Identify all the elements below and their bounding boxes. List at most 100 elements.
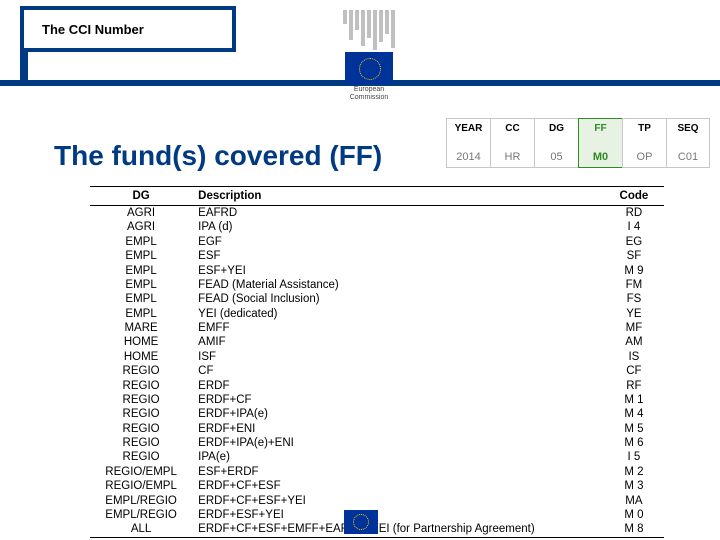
cell-dg: REGIO — [90, 393, 192, 407]
cell-description: AMIF — [192, 335, 604, 349]
table-row: EMPLEGFEG — [90, 235, 664, 249]
col-header-dg: DG — [90, 187, 192, 206]
main-title-text: The fund(s) covered (FF) — [54, 140, 382, 171]
table-row: REGIO/EMPLESF+ERDFM 2 — [90, 465, 664, 479]
ec-logo-caption: European Commission — [330, 86, 408, 101]
cell-description: ERDF+CF+ESF+YEI — [192, 494, 604, 508]
main-title: The fund(s) covered (FF) — [54, 140, 382, 172]
footer-eu-flag-icon — [344, 510, 378, 534]
funds-table-wrap: DG Description Code AGRIEAFRDRDAGRIIPA (… — [90, 186, 664, 538]
tab-connector — [20, 48, 28, 86]
cell-dg: EMPL — [90, 264, 192, 278]
cell-code: I 4 — [604, 220, 664, 234]
spec-value: 05 — [550, 151, 562, 163]
cell-description: ESF+YEI — [192, 264, 604, 278]
cell-dg: REGIO — [90, 436, 192, 450]
cell-dg: REGIO/EMPL — [90, 479, 192, 493]
cell-dg: EMPL — [90, 278, 192, 292]
spec-col-ff: FF M0 — [578, 118, 622, 168]
cell-description: IPA (d) — [192, 220, 604, 234]
table-row: EMPLYEI (dedicated)YE — [90, 307, 664, 321]
cell-dg: HOME — [90, 350, 192, 364]
table-row: EMPLFEAD (Social Inclusion)FS — [90, 292, 664, 306]
spec-col-year: YEAR2014 — [446, 118, 490, 168]
table-row: REGIOERDF+ENIM 5 — [90, 422, 664, 436]
table-row: REGIOERDF+CFM 1 — [90, 393, 664, 407]
eu-flag-icon — [345, 52, 393, 84]
table-row: EMPL/REGIOERDF+CF+ESF+YEIMA — [90, 494, 664, 508]
table-header-row: DG Description Code — [90, 187, 664, 206]
cell-code: M 2 — [604, 465, 664, 479]
cell-code: FS — [604, 292, 664, 306]
table-row: EMPLESFSF — [90, 249, 664, 263]
cell-description: CF — [192, 364, 604, 378]
col-header-code: Code — [604, 187, 664, 206]
cell-code: IS — [604, 350, 664, 364]
spec-label: YEAR — [455, 123, 483, 134]
cell-description: EAFRD — [192, 206, 604, 221]
spec-col-tp: TPOP — [622, 118, 666, 168]
cell-description: ERDF+CF — [192, 393, 604, 407]
table-row: REGIOCFCF — [90, 364, 664, 378]
cell-code: RD — [604, 206, 664, 221]
table-row: REGIOERDF+IPA(e)M 4 — [90, 407, 664, 421]
cell-code: M 8 — [604, 522, 664, 537]
spec-label: FF — [594, 123, 606, 134]
table-row: AGRIIPA (d)I 4 — [90, 220, 664, 234]
cell-dg: REGIO/EMPL — [90, 465, 192, 479]
cell-description: FEAD (Material Assistance) — [192, 278, 604, 292]
cell-description: ERDF+CF+ESF — [192, 479, 604, 493]
cell-description: YEI (dedicated) — [192, 307, 604, 321]
cell-code: M 5 — [604, 422, 664, 436]
table-row: EMPLFEAD (Material Assistance)FM — [90, 278, 664, 292]
table-row: HOMEAMIFAM — [90, 335, 664, 349]
cell-description: ERDF+CF+ESF+EMFF+EAFRD+YEI (for Partners… — [192, 522, 604, 537]
cell-dg: REGIO — [90, 407, 192, 421]
cell-code: FM — [604, 278, 664, 292]
spec-label: CC — [505, 123, 519, 134]
cell-code: M 0 — [604, 508, 664, 522]
cell-dg: EMPL — [90, 249, 192, 263]
table-row: REGIOERDFRF — [90, 379, 664, 393]
funds-table: DG Description Code AGRIEAFRDRDAGRIIPA (… — [90, 186, 664, 538]
spec-value: HR — [505, 151, 521, 163]
ec-logo-line1: European — [354, 86, 384, 93]
cell-code: EG — [604, 235, 664, 249]
cell-description: ERDF+IPA(e) — [192, 407, 604, 421]
cell-dg: ALL — [90, 522, 192, 537]
cell-description: ESF — [192, 249, 604, 263]
spec-col-cc: CC HR — [490, 118, 534, 168]
ec-logo-pillars-icon — [330, 10, 408, 50]
cell-description: EMFF — [192, 321, 604, 335]
ec-logo: European Commission — [330, 10, 408, 101]
col-header-desc: Description — [192, 187, 604, 206]
cell-description: FEAD (Social Inclusion) — [192, 292, 604, 306]
cell-description: EGF — [192, 235, 604, 249]
cell-description: ERDF+ESF+YEI — [192, 508, 604, 522]
cell-dg: EMPL — [90, 235, 192, 249]
cell-code: M 9 — [604, 264, 664, 278]
cell-code: M 1 — [604, 393, 664, 407]
cell-code: AM — [604, 335, 664, 349]
cell-description: ERDF+ENI — [192, 422, 604, 436]
table-row: REGIOIPA(e)I 5 — [90, 450, 664, 464]
spec-value: M0 — [593, 151, 608, 163]
cell-code: RF — [604, 379, 664, 393]
spec-col-seq: SEQC01 — [666, 118, 710, 168]
spec-label: DG — [549, 123, 564, 134]
cci-spec-strip: YEAR2014 CC HR DG 05 FF M0 TPOPSEQC01 — [446, 118, 710, 168]
cell-dg: REGIO — [90, 450, 192, 464]
cell-code: MF — [604, 321, 664, 335]
cell-description: ISF — [192, 350, 604, 364]
spec-label: SEQ — [677, 123, 698, 134]
cell-dg: REGIO — [90, 379, 192, 393]
ec-logo-line2: Commission — [350, 94, 389, 101]
cell-dg: EMPL/REGIO — [90, 494, 192, 508]
cell-dg: EMPL/REGIO — [90, 508, 192, 522]
table-row: AGRIEAFRDRD — [90, 206, 664, 221]
cell-dg: HOME — [90, 335, 192, 349]
cell-dg: AGRI — [90, 206, 192, 221]
spec-col-dg: DG 05 — [534, 118, 578, 168]
cell-dg: EMPL — [90, 307, 192, 321]
cell-code: SF — [604, 249, 664, 263]
